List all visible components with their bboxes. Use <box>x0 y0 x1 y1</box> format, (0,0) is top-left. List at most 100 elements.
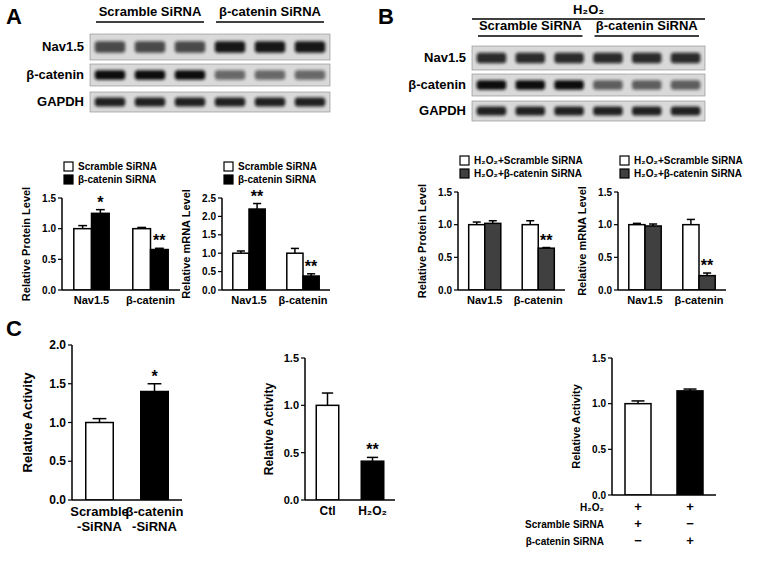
y-axis-label: Relative Activity <box>262 383 276 476</box>
blot-band <box>515 107 545 116</box>
plot-marks <box>469 221 555 290</box>
plot-marks <box>316 393 384 500</box>
legend-swatch <box>64 162 73 171</box>
blot-strip <box>90 64 330 86</box>
plot-marks <box>625 389 703 495</box>
x-axis <box>618 289 726 291</box>
legend-swatch <box>224 175 233 184</box>
blot-band <box>95 41 125 52</box>
y-tick <box>68 344 72 345</box>
y-tick-label: 1.5 <box>49 377 66 391</box>
blot-row-label: Nav1.5 <box>42 39 84 54</box>
bar <box>151 250 169 290</box>
bar <box>645 226 661 290</box>
blot-strip <box>472 101 705 121</box>
error-cap <box>322 392 333 394</box>
blot-row-label: Nav1.5 <box>424 50 466 65</box>
error-cap <box>649 223 657 225</box>
y-tick <box>614 191 618 192</box>
blot-band <box>477 107 507 116</box>
y-tick-label: 0.5 <box>42 254 56 265</box>
blot-band <box>295 98 325 107</box>
bar <box>316 405 339 500</box>
legend-label: Scramble SiRNA <box>78 161 157 172</box>
y-tick <box>614 257 618 258</box>
condition-label: Scramble SiRNA <box>525 519 604 530</box>
x-axis <box>305 499 395 501</box>
condition-mark: + <box>686 499 694 514</box>
error-cap <box>473 221 481 223</box>
blot-strip <box>472 74 705 96</box>
x-tick-label: Scramble-SiRNA <box>70 504 129 534</box>
y-tick <box>218 271 222 272</box>
error-cap <box>526 220 534 222</box>
group-line <box>96 21 204 23</box>
y-tick <box>58 259 62 260</box>
legend: Scramble SiRNAβ-catenin SiRNA <box>224 161 317 185</box>
legend-label: H₂O₂+β-catenin SiRNA <box>474 168 582 179</box>
y-tick <box>454 224 458 225</box>
legend-label: Scramble SiRNA <box>238 161 317 172</box>
legend-swatch <box>224 162 233 171</box>
western-blot: Scramble SiRNAβ-catenin SiRNANav1.5β-cat… <box>26 4 330 112</box>
legend-swatch <box>64 175 73 184</box>
blot-header: H₂O₂ <box>573 2 604 17</box>
x-tick-label: Nav1.5 <box>467 294 502 306</box>
legend-swatch <box>460 169 469 178</box>
x-tick-label: H₂O₂ <box>358 504 387 518</box>
blot-band <box>95 98 125 107</box>
x-axis <box>222 289 330 291</box>
y-axis <box>457 192 459 290</box>
y-tick <box>614 289 618 290</box>
error-bar <box>687 219 695 224</box>
blot-band <box>554 53 584 64</box>
y-axis-label: Relative Protein Level <box>20 187 32 301</box>
blot-band <box>671 80 701 90</box>
y-axis-label: Relative Activity <box>570 383 582 468</box>
y-tick <box>301 405 305 406</box>
blot-band <box>175 70 205 80</box>
western-blot: H₂O₂Scramble SiRNAβ-catenin SiRNANav1.5β… <box>408 2 705 121</box>
blot-band <box>671 53 701 64</box>
condition-table: H₂O₂++Scramble SiRNA+−β-catenin SiRNA−+ <box>525 499 694 548</box>
y-tick-label: 1.0 <box>202 248 216 259</box>
y-tick <box>68 461 72 462</box>
y-tick <box>301 357 305 358</box>
x-tick-label: β-catenin <box>279 294 328 306</box>
bar <box>74 229 92 290</box>
figure: ABCScramble SiRNAβ-catenin SiRNANav1.5β-… <box>0 0 764 568</box>
bar-chart: *0.00.51.01.52.0Scramble-SiRNAβ-catenin-… <box>20 338 183 534</box>
bar <box>361 461 384 500</box>
y-axis <box>611 358 613 495</box>
blot-band <box>593 107 623 116</box>
y-axis-label: Relative mRNA Level <box>180 189 192 299</box>
x-tick-label: β-catenin <box>675 294 724 306</box>
blot-band <box>255 98 285 107</box>
blot-band <box>515 53 545 64</box>
bar <box>469 225 485 290</box>
y-tick-label: 0.5 <box>598 252 612 263</box>
y-tick <box>218 289 222 290</box>
bar <box>86 423 114 501</box>
bar-chart: ****0.00.51.01.52.02.5Nav1.5β-cateninRel… <box>180 161 330 306</box>
x-axis <box>72 499 182 501</box>
bar <box>303 276 319 290</box>
bar <box>677 391 703 495</box>
bar <box>249 209 265 290</box>
bar <box>133 229 151 290</box>
error-cap <box>687 219 695 221</box>
blot-band <box>215 70 245 80</box>
blot-band <box>515 80 545 90</box>
x-tick-label: β-catenin-SiRNA <box>126 504 184 534</box>
y-tick <box>58 197 62 198</box>
x-tick-label: Nav1.5 <box>627 294 662 306</box>
blot-band <box>632 53 662 64</box>
bar <box>141 392 169 501</box>
x-axis <box>612 494 716 496</box>
blot-band <box>255 41 285 52</box>
y-tick-label: 0.5 <box>284 447 299 459</box>
panel-label: C <box>6 316 22 341</box>
significance-label: ** <box>366 441 379 458</box>
y-tick <box>454 191 458 192</box>
bar-chart: **0.00.51.01.5CtlH₂O₂Relative Activity <box>262 352 395 518</box>
